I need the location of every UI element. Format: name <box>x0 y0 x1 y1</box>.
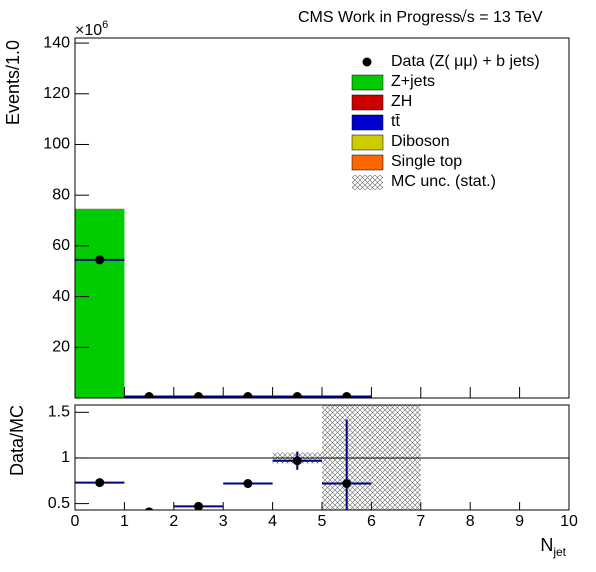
legend-label: tt̄ <box>391 113 400 130</box>
legend-swatch <box>351 94 384 111</box>
legend-marker <box>362 57 372 67</box>
y-tick-label: 100 <box>43 136 70 153</box>
legend-swatch <box>351 74 384 91</box>
title: CMS Work in Progress <box>298 9 460 26</box>
legend-swatch <box>351 114 384 131</box>
y-multiplier: ×106 <box>75 19 108 39</box>
data-point <box>243 479 253 489</box>
data-point <box>144 507 154 510</box>
x-tick-label: 4 <box>268 513 277 530</box>
x-tick-label: 2 <box>169 513 178 530</box>
frame <box>74 37 570 399</box>
x-tick-label: 10 <box>560 513 578 530</box>
data-point <box>95 478 105 488</box>
y-tick-label: 0.5 <box>48 495 70 512</box>
bar <box>75 209 125 398</box>
y-multiplier-base: ×10 <box>75 22 102 39</box>
plot-area <box>75 208 372 398</box>
data-point <box>292 392 302 398</box>
y-tick-label: 80 <box>52 186 70 203</box>
x-tick-label: 1 <box>120 513 129 530</box>
y-tick-label: 1 <box>61 449 70 466</box>
data-point <box>144 392 154 398</box>
data-point <box>243 392 253 398</box>
legend-label: MC unc. (stat.) <box>391 173 496 190</box>
x-tick-label: 5 <box>318 513 327 530</box>
data-point <box>194 392 203 398</box>
x-tick-label: 3 <box>219 513 228 530</box>
x-axis-label: Njet <box>540 535 566 559</box>
y-tick-label: 1.5 <box>48 404 70 421</box>
x-tick-label: 7 <box>416 513 425 530</box>
y-axis-label: Events/1.0 <box>3 40 23 125</box>
y-tick-label: 20 <box>52 339 70 356</box>
legend-swatch <box>351 154 384 171</box>
data-point <box>292 456 302 466</box>
x-axis-label-main: N <box>540 535 553 555</box>
plot-area <box>75 405 569 510</box>
legend-swatch <box>351 134 384 151</box>
y-tick-label: 60 <box>52 237 70 254</box>
x-tick-label: 0 <box>71 513 80 530</box>
legend-label: Single top <box>391 153 462 170</box>
y-multiplier-power: 6 <box>102 19 108 31</box>
x-tick-label: 6 <box>367 513 376 530</box>
x-tick-label: 9 <box>515 513 524 530</box>
y-tick-label: 120 <box>43 85 70 102</box>
y-tick-label: 140 <box>43 34 70 51</box>
legend-label: Diboson <box>391 133 450 150</box>
data-point <box>342 479 352 489</box>
legend-swatch <box>352 175 383 190</box>
legend-label: Z+jets <box>391 73 435 90</box>
data-point <box>95 255 105 265</box>
x-axis-label-sub: jet <box>552 545 566 559</box>
x-tick-label: 8 <box>466 513 475 530</box>
y-tick-label: 40 <box>52 288 70 305</box>
data-point <box>194 501 203 510</box>
legend-label: ZH <box>391 93 412 110</box>
data-point <box>342 392 352 398</box>
energy-label: √s = 13 TeV <box>458 9 543 26</box>
legend-label: Data (Z( μμ) + b jets) <box>391 53 540 70</box>
y-axis-label: Data/MC <box>7 405 27 476</box>
